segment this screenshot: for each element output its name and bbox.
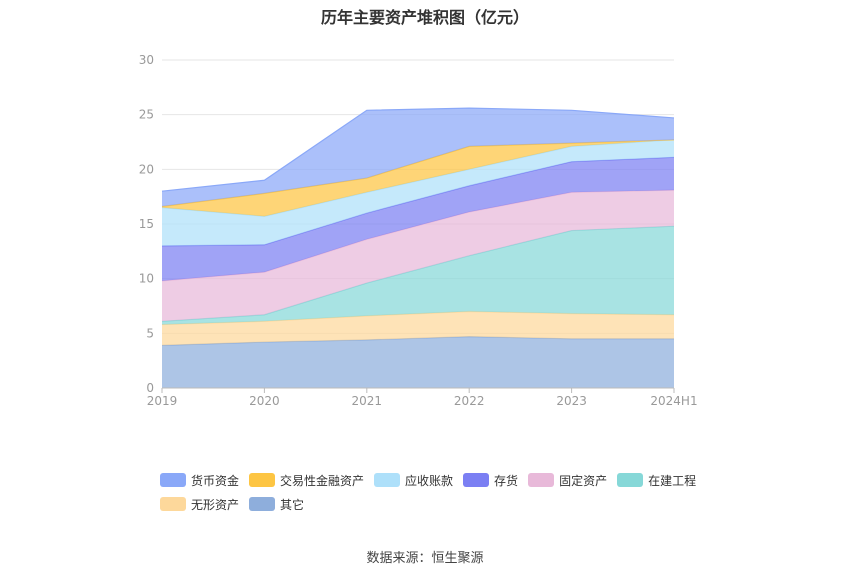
legend-label: 应收账款 (405, 473, 454, 488)
area-series-0[interactable] (162, 336, 674, 388)
x-tick-label: 2021 (352, 394, 383, 408)
legend-item[interactable]: 在建工程 (617, 472, 696, 488)
legend-item[interactable]: 应收账款 (374, 472, 453, 488)
chart-legend: 货币资金 交易性金融资产 应收账款 存货 固定资产 在建工程无形资产 其它 (160, 472, 720, 520)
area-series-line-7 (161, 107, 675, 192)
legend-swatch (249, 473, 276, 487)
y-tick-label: 10 (139, 272, 154, 286)
data-source-note: 数据来源：恒生聚源 (366, 551, 484, 566)
x-tick-label: 2019 (147, 394, 178, 408)
area-series-6[interactable] (162, 139, 674, 217)
area-series-5[interactable] (162, 139, 674, 246)
legend-swatch (249, 497, 276, 511)
legend-label: 存货 (494, 473, 519, 488)
legend-label: 货币资金 (191, 473, 240, 488)
legend-item[interactable]: 货币资金 (160, 472, 239, 488)
area-series-4[interactable] (162, 157, 674, 281)
y-tick-label: 25 (139, 108, 154, 122)
x-tick-label: 2024H1 (650, 394, 697, 408)
area-series-line-2 (161, 225, 675, 322)
legend-item[interactable]: 无形资产 (160, 496, 239, 512)
legend-item[interactable]: 固定资产 (528, 472, 607, 488)
legend-label: 其它 (280, 497, 305, 512)
legend-swatch (160, 497, 186, 511)
area-series-3[interactable] (162, 190, 674, 322)
legend-swatch (160, 473, 186, 487)
chart-title: 历年主要资产堆积图（亿元） (320, 8, 529, 27)
x-tick-label: 2020 (249, 394, 280, 408)
y-tick-label: 15 (139, 217, 154, 231)
x-tick-label: 2023 (556, 394, 587, 408)
legend-label: 固定资产 (559, 473, 608, 488)
legend-swatch (528, 473, 555, 487)
legend-label: 无形资产 (191, 497, 240, 512)
y-tick-label: 5 (146, 326, 154, 340)
y-tick-label: 20 (139, 162, 154, 176)
legend-label: 交易性金融资产 (280, 473, 365, 488)
legend-label: 在建工程 (648, 473, 697, 488)
x-tick-label: 2022 (454, 394, 485, 408)
legend-swatch (374, 473, 401, 487)
legend-item[interactable]: 交易性金融资产 (249, 472, 364, 488)
area-series-2[interactable] (162, 226, 674, 325)
y-tick-label: 0 (146, 381, 154, 395)
legend-swatch (617, 473, 644, 487)
area-series-7[interactable] (162, 108, 674, 207)
legend-item[interactable]: 其它 (249, 496, 304, 512)
legend-item[interactable]: 存货 (463, 472, 518, 488)
legend-swatch (463, 473, 490, 487)
y-tick-label: 30 (139, 53, 154, 67)
